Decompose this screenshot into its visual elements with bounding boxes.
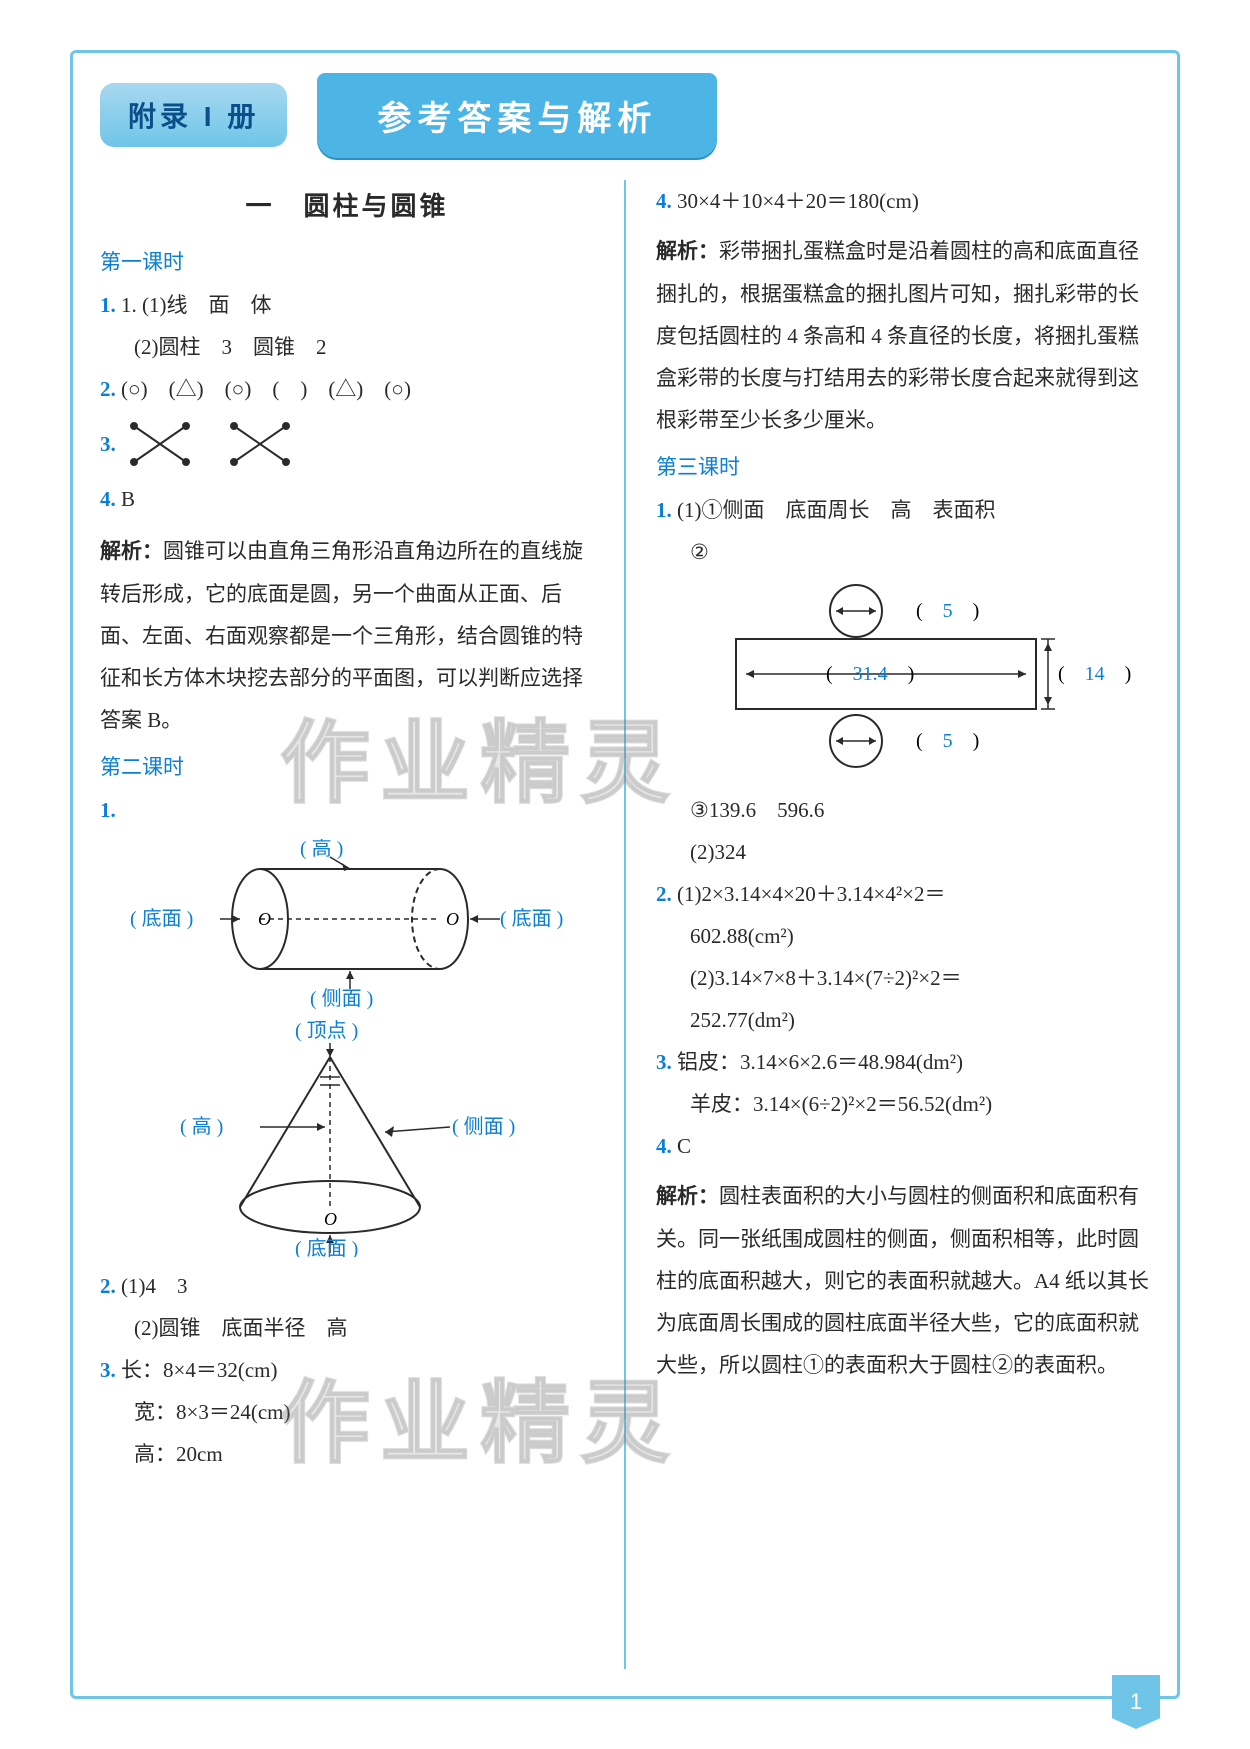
left-column: 一 圆柱与圆锥 第一课时 1. 1. (1)线 面 体 (2)圆柱 3 圆锥 2… [100, 180, 594, 1669]
cross-svg [126, 418, 326, 470]
svg-text:( 底面 ): ( 底面 ) [295, 1237, 358, 1257]
net-svg: ( 5 ) ( 31.4 ) ( 14 ) ( 5 ) [676, 581, 1136, 781]
l2-q3-2: 宽：8×3＝24(cm) [100, 1391, 594, 1433]
header: 附录 I 册 参考答案与解析 [100, 70, 1150, 160]
svg-text:( 高 ): ( 高 ) [300, 839, 343, 860]
q1-line2: (2)圆柱 3 圆锥 2 [100, 326, 594, 368]
l3-q4: 4. C [656, 1125, 1150, 1167]
svg-text:O: O [446, 909, 459, 929]
l3-q1-1: 1. (1)①侧面 底面周长 高 表面积 [656, 489, 1150, 531]
analysis2-label: 解析： [656, 240, 719, 263]
svg-text:( 14 ): ( 14 ) [1058, 663, 1131, 685]
l2-q2-1: 2. (1)4 3 [100, 1265, 594, 1307]
l3-q2-2: (2)3.14×7×8＋3.14×(7÷2)²×2＝ [656, 957, 1150, 999]
svg-text:( 5 ): ( 5 ) [916, 730, 979, 752]
svg-text:( 底面 ): ( 底面 ) [130, 907, 193, 930]
analysis1-text: 圆锥可以由直角三角形沿直角边所在的直线旋转后形成，它的底面是圆，另一个曲面从正面… [100, 539, 583, 732]
l2-q1: 1. [100, 789, 594, 831]
q3-row: 3. [100, 410, 594, 478]
cone-diagram: O ( 顶点 ) ( 高 ) ( 侧面 ) ( 底面 ) [100, 1017, 594, 1257]
analysis1: 解析：圆锥可以由直角三角形沿直角边所在的直线旋转后形成，它的底面是圆，另一个曲面… [100, 530, 594, 741]
svg-text:O: O [258, 909, 271, 929]
analysis3-label: 解析： [656, 1185, 719, 1208]
lesson3-heading: 第三课时 [656, 447, 1150, 489]
l2-q3-1: 3. 长：8×4＝32(cm) [100, 1349, 594, 1391]
analysis1-label: 解析： [100, 540, 163, 563]
svg-text:( 顶点 ): ( 顶点 ) [295, 1019, 358, 1042]
l3-q2-1: 2. (1)2×3.14×4×20＋3.14×4²×2＝ [656, 873, 1150, 915]
analysis3: 解析：圆柱表面积的大小与圆柱的侧面积和底面积有关。同一张纸围成圆柱的侧面，侧面积… [656, 1175, 1150, 1386]
svg-text:( 侧面 ): ( 侧面 ) [452, 1115, 515, 1138]
q1-line1: 1. 1. (1)线 面 体 [100, 284, 594, 326]
lesson2-heading: 第二课时 [100, 747, 594, 789]
lesson1-heading: 第一课时 [100, 242, 594, 284]
cylinder-diagram: O O ( 高 ) ( 底面 ) ( 底面 ) ( 侧面 ) [100, 839, 594, 1009]
content: 一 圆柱与圆锥 第一课时 1. 1. (1)线 面 体 (2)圆柱 3 圆锥 2… [100, 180, 1150, 1669]
title-tab: 参考答案与解析 [317, 73, 717, 158]
svg-text:O: O [324, 1209, 337, 1229]
column-divider [624, 180, 626, 1669]
q2-text: (○) (△) (○) ( ) (△) (○) [121, 377, 411, 401]
appendix-tab: 附录 I 册 [100, 83, 287, 147]
section-title: 一 圆柱与圆锥 [100, 180, 594, 232]
svg-text:( 底面 ): ( 底面 ) [500, 907, 563, 930]
q1-1-text: 1. (1)线 面 体 [121, 293, 272, 317]
analysis3-text: 圆柱表面积的大小与圆柱的侧面积和底面积有关。同一张纸围成圆柱的侧面，侧面积相等，… [656, 1184, 1149, 1377]
cylinder-svg: O O ( 高 ) ( 底面 ) ( 底面 ) ( 侧面 ) [100, 839, 580, 1009]
q4-line: 4. B [100, 478, 594, 520]
right-column: 4. 30×4＋10×4＋20＝180(cm) 解析：彩带捆扎蛋糕盒时是沿着圆柱… [656, 180, 1150, 1669]
q3-label: 3. [100, 423, 116, 465]
l3-q2-1b: 602.88(cm²) [656, 915, 1150, 957]
l2-q3-3: 高：20cm [100, 1433, 594, 1475]
svg-text:( 高 ): ( 高 ) [180, 1115, 223, 1138]
analysis2: 解析：彩带捆扎蛋糕盒时是沿着圆柱的高和底面直径捆扎的，根据蛋糕盒的捆扎图片可知，… [656, 230, 1150, 441]
q2-line: 2. (○) (△) (○) ( ) (△) (○) [100, 368, 594, 410]
net-diagram: ( 5 ) ( 31.4 ) ( 14 ) ( 5 ) [676, 581, 1150, 781]
analysis2-text: 彩带捆扎蛋糕盒时是沿着圆柱的高和底面直径捆扎的，根据蛋糕盒的捆扎图片可知，捆扎彩… [656, 239, 1139, 432]
l2-q1-label: 1. [100, 798, 116, 822]
l3-q1-3: ③139.6 596.6 [656, 789, 1150, 831]
r-q4: 4. 30×4＋10×4＋20＝180(cm) [656, 180, 1150, 222]
svg-text:( 5 ): ( 5 ) [916, 600, 979, 622]
l3-q3-2: 羊皮：3.14×(6÷2)²×2＝56.52(dm²) [656, 1083, 1150, 1125]
cross-diagram [126, 418, 326, 470]
l3-q3-1: 3. 铝皮：3.14×6×2.6＝48.984(dm²) [656, 1041, 1150, 1083]
l3-q1-2: ② [656, 531, 1150, 573]
cone-svg: O ( 顶点 ) ( 高 ) ( 侧面 ) ( 底面 ) [100, 1017, 580, 1257]
page-number: 1 [1112, 1675, 1160, 1729]
l2-q2-2: (2)圆锥 底面半径 高 [100, 1307, 594, 1349]
svg-text:( 31.4 ): ( 31.4 ) [826, 663, 914, 685]
l3-q1-4: (2)324 [656, 831, 1150, 873]
svg-text:( 侧面 ): ( 侧面 ) [310, 987, 373, 1009]
l3-q2-2b: 252.77(dm²) [656, 999, 1150, 1041]
